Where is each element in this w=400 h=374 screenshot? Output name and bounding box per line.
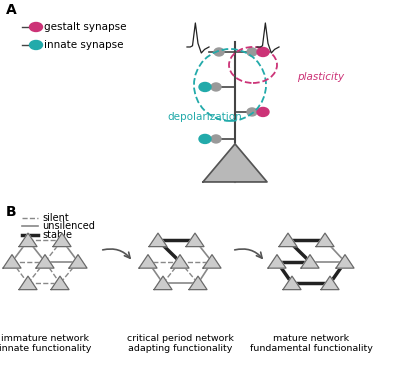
Text: critical period network
adapting functionality: critical period network adapting functio… (126, 334, 234, 353)
Ellipse shape (257, 47, 269, 56)
Ellipse shape (214, 48, 224, 56)
Polygon shape (279, 233, 297, 246)
Polygon shape (53, 233, 71, 246)
Polygon shape (51, 276, 69, 289)
Text: immature network
innate functionality: immature network innate functionality (0, 334, 91, 353)
Polygon shape (321, 276, 339, 289)
Text: A: A (6, 3, 17, 17)
Text: silent: silent (42, 213, 69, 223)
Text: mature network
fundamental functionality: mature network fundamental functionality (250, 334, 372, 353)
Polygon shape (19, 233, 37, 246)
Polygon shape (139, 255, 157, 268)
Polygon shape (149, 233, 167, 246)
Polygon shape (171, 255, 189, 268)
Ellipse shape (247, 108, 257, 116)
Ellipse shape (211, 83, 221, 91)
Polygon shape (316, 233, 334, 246)
Polygon shape (154, 276, 172, 289)
Ellipse shape (30, 40, 42, 49)
Ellipse shape (257, 107, 269, 116)
Polygon shape (36, 255, 54, 268)
Polygon shape (301, 255, 319, 268)
Polygon shape (69, 255, 87, 268)
Polygon shape (336, 255, 354, 268)
Text: B: B (6, 205, 17, 219)
Polygon shape (3, 255, 21, 268)
Text: depolarization: depolarization (167, 112, 242, 122)
Ellipse shape (30, 22, 42, 31)
Polygon shape (19, 276, 37, 289)
Polygon shape (203, 144, 267, 182)
Text: gestalt synapse: gestalt synapse (44, 22, 126, 32)
Ellipse shape (247, 48, 257, 56)
Polygon shape (189, 276, 207, 289)
Text: unsilenced: unsilenced (42, 221, 95, 231)
Polygon shape (268, 255, 286, 268)
Text: innate synapse: innate synapse (44, 40, 124, 50)
Ellipse shape (199, 134, 211, 144)
Polygon shape (203, 255, 221, 268)
Ellipse shape (211, 135, 221, 143)
Ellipse shape (199, 83, 211, 92)
Text: plasticity: plasticity (297, 72, 344, 82)
Text: stable: stable (42, 230, 72, 240)
Polygon shape (186, 233, 204, 246)
Polygon shape (283, 276, 301, 289)
